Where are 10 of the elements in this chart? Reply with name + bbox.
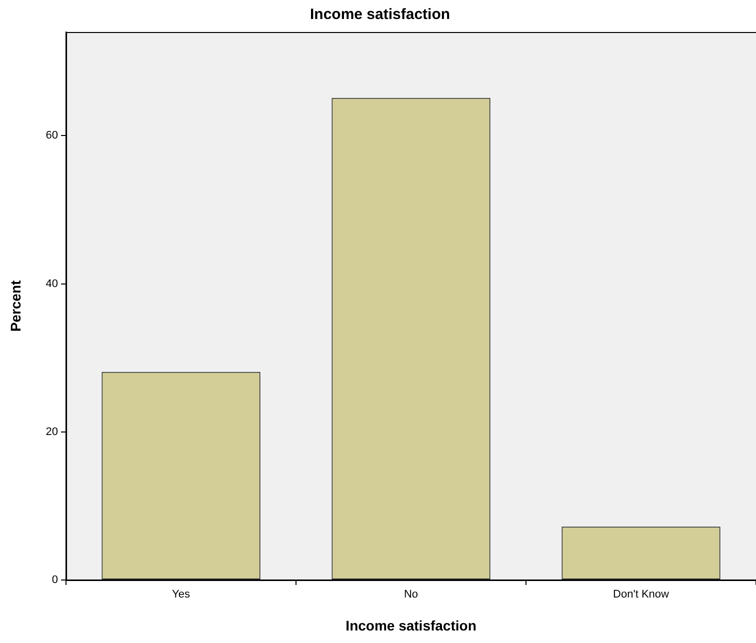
x-tick-label: No bbox=[404, 588, 418, 601]
y-tick-label: 60 bbox=[46, 130, 58, 142]
x-tick-label: Don't Know bbox=[613, 588, 670, 601]
x-tick-label: Yes bbox=[172, 588, 190, 601]
y-tick-label: 20 bbox=[46, 426, 58, 438]
x-axis-title: Income satisfaction bbox=[346, 617, 476, 634]
chart-title: Income satisfaction bbox=[310, 6, 450, 24]
y-tick-label: 40 bbox=[46, 278, 58, 290]
y-tick-label: 0 bbox=[52, 574, 58, 586]
y-axis-title: Percent bbox=[7, 280, 24, 332]
